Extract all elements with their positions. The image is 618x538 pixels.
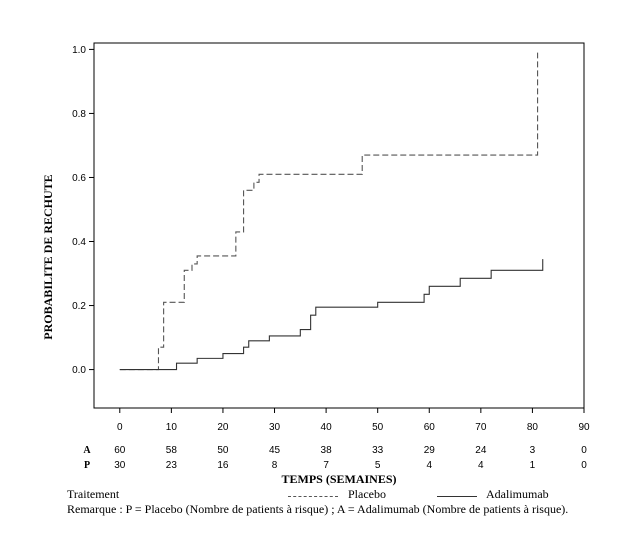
risk-cell: 4	[478, 460, 484, 471]
risk-row-label: P	[84, 460, 90, 471]
x-axis: 0 10 20 30 40 50 60 70 80 90	[117, 408, 590, 433]
series-adalimumab-line	[119, 259, 544, 371]
x-tick-label: 30	[269, 422, 281, 433]
risk-cell: 5	[375, 460, 381, 471]
x-tick-label: 50	[372, 422, 384, 433]
risk-cell: 33	[372, 445, 384, 456]
legend-placebo-label: Placebo	[348, 487, 386, 501]
y-tick-label: 0.0	[72, 365, 86, 376]
y-axis: 0.0 0.2 0.4 0.6 0.8 1.0	[72, 45, 94, 376]
y-tick-label: 1.0	[72, 45, 86, 56]
legend-placebo-line	[288, 496, 338, 497]
risk-cell: 23	[166, 460, 178, 471]
y-tick-label: 0.2	[72, 301, 86, 312]
y-tick-label: 0.8	[72, 109, 86, 120]
risk-cell: 7	[323, 460, 329, 471]
risk-cell: 16	[217, 460, 229, 471]
risk-cell: 38	[321, 445, 333, 456]
risk-cell: 24	[475, 445, 487, 456]
y-tick-label: 0.4	[72, 237, 86, 248]
risk-cell: 4	[426, 460, 432, 471]
x-tick-label: 0	[117, 422, 123, 433]
legend-adalimumab-label: Adalimumab	[486, 487, 549, 501]
footnote: Remarque : P = Placebo (Nombre de patien…	[67, 502, 569, 516]
risk-cell: 29	[424, 445, 436, 456]
risk-cell: 30	[114, 460, 126, 471]
risk-cell: 0	[581, 460, 587, 471]
legend-title: Traitement	[67, 487, 120, 501]
x-tick-label: 60	[424, 422, 436, 433]
risk-cell: 1	[530, 460, 536, 471]
x-tick-label: 40	[321, 422, 333, 433]
series-layer	[119, 52, 544, 371]
risk-cell: 0	[581, 445, 587, 456]
risk-cell: 8	[272, 460, 278, 471]
risk-cell: 3	[530, 445, 536, 456]
risk-cell: 58	[166, 445, 178, 456]
x-tick-label: 90	[578, 422, 590, 433]
plot-frame	[93, 42, 585, 409]
x-axis-title: TEMPS (SEMAINES)	[281, 472, 396, 486]
y-axis-title: PROBABILITE DE RECHUTE	[41, 174, 55, 339]
risk-cell: 45	[269, 445, 281, 456]
series-placebo-line	[119, 52, 539, 371]
x-tick-label: 20	[217, 422, 229, 433]
risk-cell: 60	[114, 445, 126, 456]
x-tick-label: 10	[166, 422, 178, 433]
x-tick-label: 80	[527, 422, 539, 433]
risk-row-label: A	[83, 445, 91, 456]
x-tick-label: 70	[475, 422, 487, 433]
risk-cell: 50	[217, 445, 229, 456]
legend-adalimumab-line	[437, 496, 477, 497]
legend: Traitement Placebo Adalimumab	[67, 487, 607, 502]
y-tick-label: 0.6	[72, 173, 86, 184]
risk-table: A 60 58 50 45 38 33 29 24 3 0P 30 23 16 8 7 5 4 4 1 0	[83, 445, 587, 471]
